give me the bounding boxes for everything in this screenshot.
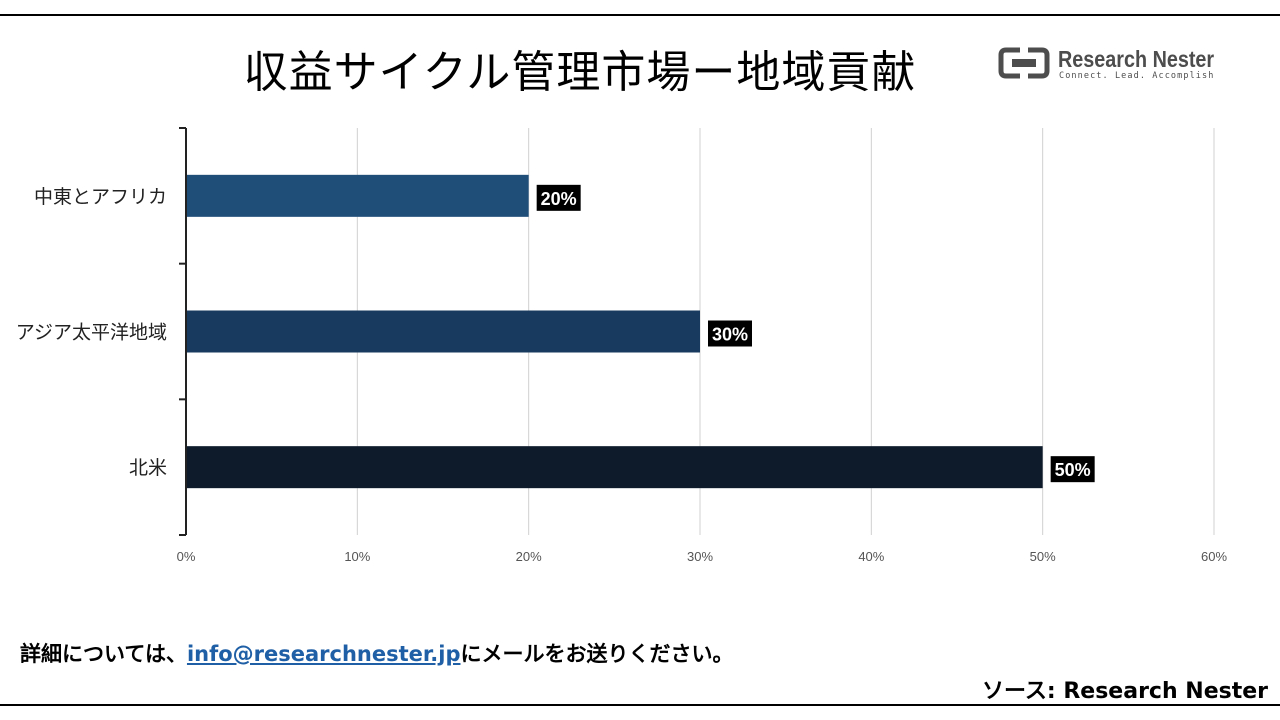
- bar: [187, 174, 529, 217]
- chart-title: 収益サイクル管理市場ー地域貢献: [243, 47, 917, 98]
- bars: [187, 174, 1043, 489]
- category-label: 中東とアフリカ: [34, 186, 167, 208]
- y-axis: [179, 127, 187, 536]
- data-label-box: [1050, 456, 1095, 483]
- data-labels: 20% 30% 50%: [536, 184, 1095, 483]
- category-label: アジア太平洋地域: [16, 322, 167, 344]
- top-rule: [0, 14, 1280, 16]
- data-label: 50%: [1055, 460, 1091, 480]
- logo-tagline: Connect. Lead. Accomplish: [1059, 71, 1215, 81]
- x-tick-label: 0%: [177, 549, 196, 564]
- category-label: 北米: [129, 457, 167, 479]
- logo-name: Research Nester: [1058, 46, 1215, 72]
- bar: [187, 446, 1043, 489]
- x-tick-label: 20%: [516, 549, 542, 564]
- bottom-rule: [0, 704, 1280, 706]
- x-tick-labels: 0% 10% 20% 30% 40% 50% 60%: [177, 549, 1228, 564]
- x-tick-label: 10%: [344, 549, 370, 564]
- contact-note: 詳細については、info@researchnester.jpにメールをお送りくだ…: [20, 638, 733, 668]
- data-label: 20%: [541, 189, 577, 209]
- contact-prefix: 詳細については、: [20, 642, 187, 666]
- source-credit: ソース: Research Nester: [981, 679, 1268, 704]
- bar: [187, 310, 700, 353]
- logo: Research Nester Connect. Lead. Accomplis…: [998, 44, 1238, 84]
- x-tick-label: 40%: [858, 549, 884, 564]
- x-tick-label: 30%: [687, 549, 713, 564]
- x-tick-label: 60%: [1201, 549, 1227, 564]
- contact-suffix: にメールをお送りください。: [460, 642, 734, 666]
- data-label-box: [536, 184, 581, 211]
- research-nester-logo-icon: [998, 47, 1050, 79]
- x-tick-label: 50%: [1030, 549, 1056, 564]
- data-label-box: [708, 320, 752, 347]
- data-label: 30%: [712, 325, 748, 345]
- contact-email-link[interactable]: info@researchnester.jp: [186, 642, 461, 666]
